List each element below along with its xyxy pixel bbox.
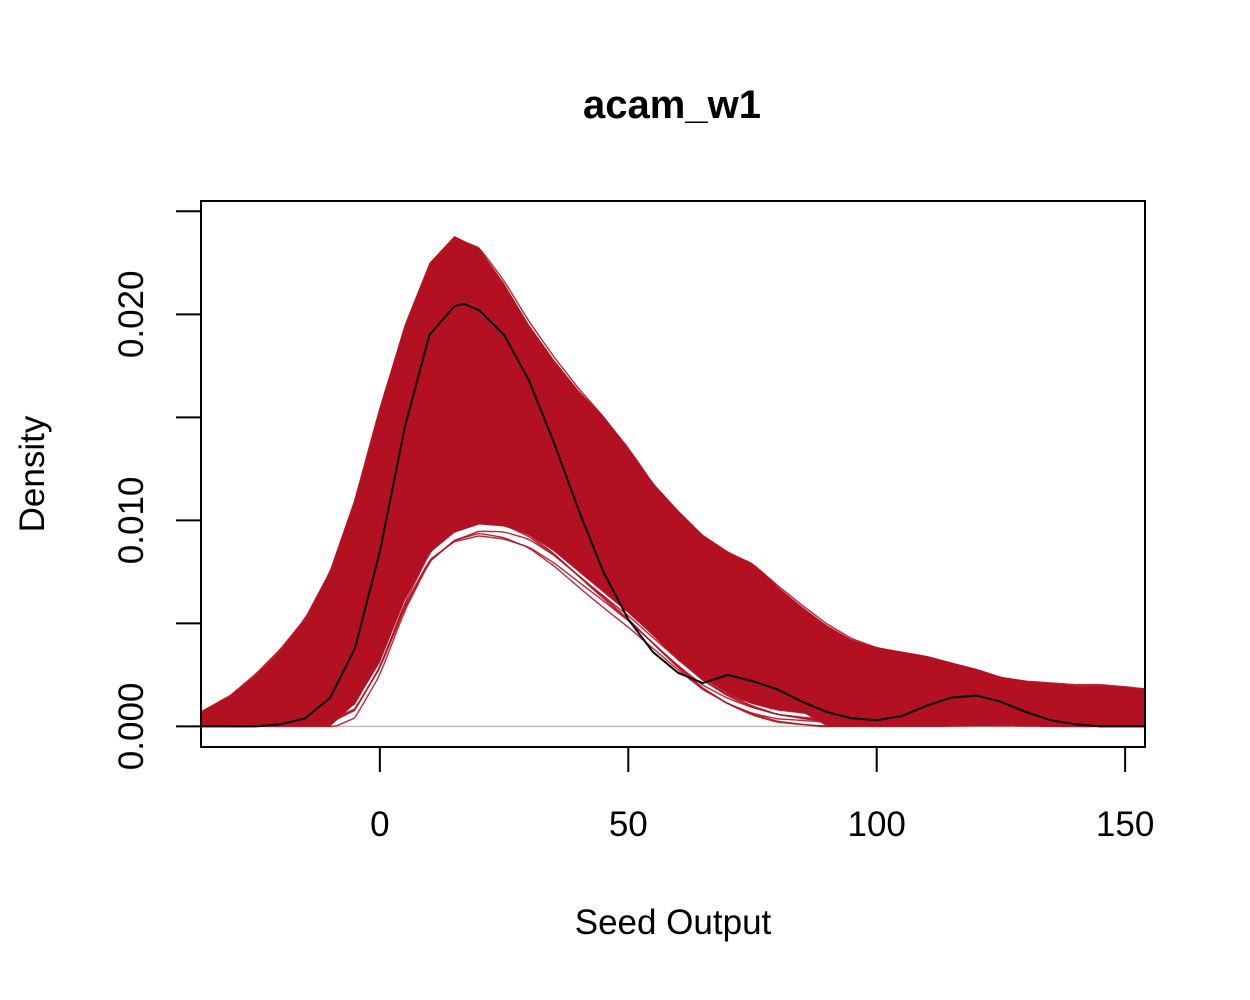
chart-title: acam_w1 <box>583 83 761 127</box>
y-tick-label: 0.010 <box>112 477 151 565</box>
y-tick-label: 0.000 <box>112 683 151 771</box>
y-axis: 0.000 0.010 0.020 <box>112 210 202 771</box>
x-tick-label: 50 <box>609 805 648 844</box>
x-tick-label: 100 <box>848 805 906 844</box>
x-tick-label: 150 <box>1096 805 1154 844</box>
replicate-envelope-fill <box>201 236 1145 727</box>
y-axis-title: Density <box>13 415 52 532</box>
x-tick-label: 0 <box>370 805 389 844</box>
x-axis-title: Seed Output <box>575 903 772 942</box>
plot-area <box>201 236 1145 728</box>
x-axis: 0 50 100 150 <box>370 746 1154 844</box>
y-tick-label: 0.020 <box>112 271 151 359</box>
observed-density-line <box>201 302 1145 728</box>
